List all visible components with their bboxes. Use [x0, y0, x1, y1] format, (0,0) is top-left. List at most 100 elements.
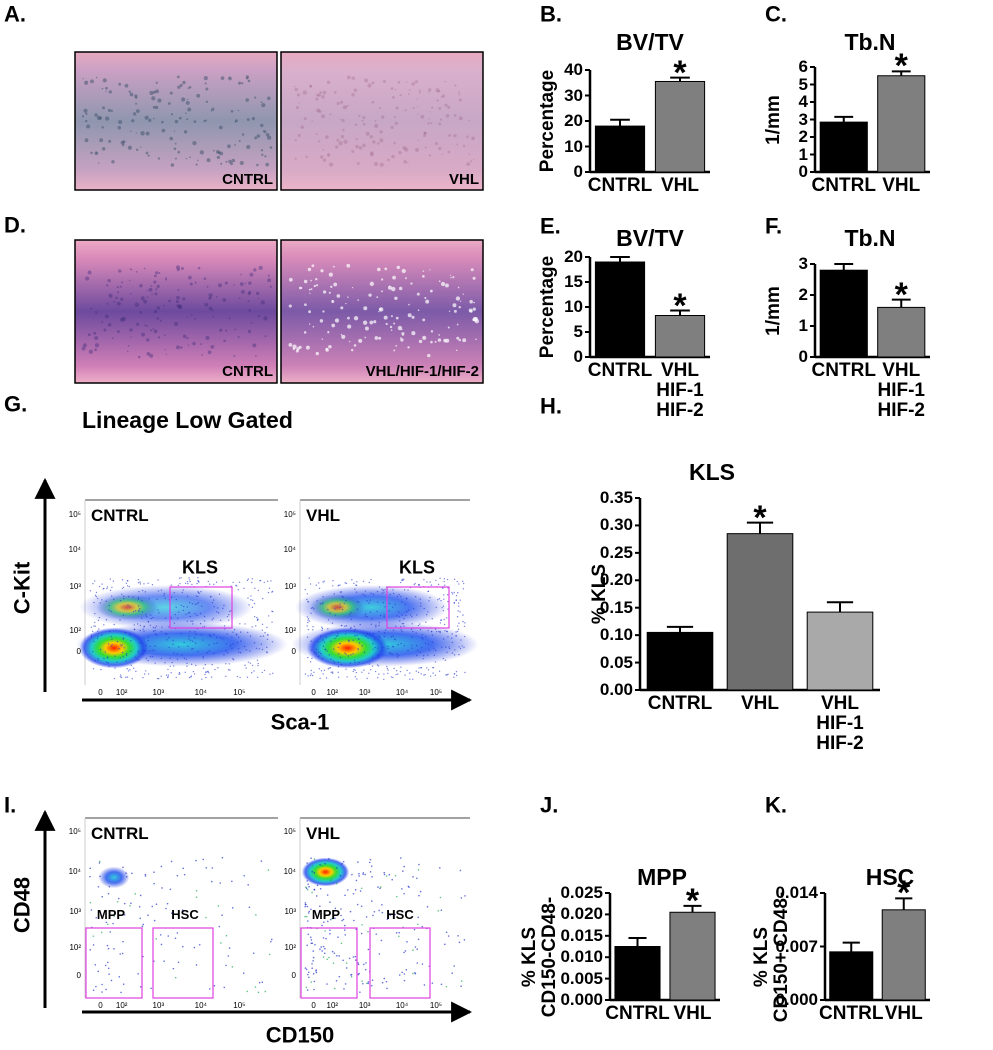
event	[95, 595, 98, 598]
event	[108, 609, 110, 612]
event	[160, 675, 163, 677]
event	[388, 913, 391, 915]
event	[123, 647, 125, 649]
event	[345, 582, 348, 585]
texture	[407, 346, 410, 349]
texture	[150, 285, 153, 287]
texture	[82, 343, 87, 348]
event	[188, 638, 190, 640]
event	[260, 635, 262, 638]
event	[239, 651, 242, 654]
texture	[173, 321, 179, 327]
event	[170, 912, 173, 915]
texture	[248, 290, 252, 294]
event	[392, 635, 394, 637]
event	[352, 639, 354, 642]
event	[331, 671, 334, 673]
event	[226, 633, 228, 635]
event	[403, 618, 405, 620]
texture	[182, 297, 186, 301]
event	[191, 640, 194, 642]
texture	[131, 119, 135, 123]
texture	[176, 295, 180, 300]
event	[180, 577, 182, 579]
event	[311, 865, 314, 867]
texture	[417, 139, 420, 142]
texture	[315, 284, 319, 287]
event	[239, 676, 241, 679]
x-tick-label: VHL HIF-1 HIF-2	[816, 693, 864, 754]
event	[326, 958, 328, 961]
event	[414, 595, 417, 598]
texture	[238, 297, 241, 299]
x-tick-label: CNTRL	[647, 693, 713, 714]
texture	[468, 308, 473, 313]
event	[315, 895, 318, 897]
event	[181, 591, 184, 594]
event	[312, 626, 314, 628]
event	[399, 670, 402, 673]
event	[311, 891, 313, 894]
texture	[325, 135, 329, 139]
texture	[407, 313, 412, 318]
texture	[107, 108, 111, 112]
event	[337, 653, 340, 655]
texture	[288, 277, 293, 282]
y-axis-label: 1/mm	[763, 285, 785, 336]
event	[218, 925, 221, 928]
panel-label: J.	[540, 792, 559, 818]
event	[349, 662, 352, 664]
event	[160, 865, 163, 868]
event	[89, 875, 91, 878]
texture	[105, 86, 108, 90]
texture	[453, 133, 457, 138]
texture	[458, 305, 461, 309]
texture	[137, 355, 141, 359]
texture	[393, 349, 396, 352]
density	[301, 857, 466, 994]
event	[340, 908, 342, 910]
texture	[436, 99, 439, 102]
event	[370, 578, 372, 581]
texture	[265, 162, 269, 167]
event	[151, 905, 154, 908]
texture	[334, 91, 337, 94]
texture	[194, 281, 197, 284]
event	[412, 876, 414, 878]
event	[258, 648, 260, 650]
event	[383, 614, 385, 616]
texture	[185, 101, 190, 105]
y-tick-label: 0.015	[560, 925, 603, 945]
y-tick-label: 3	[798, 254, 808, 274]
event	[332, 648, 335, 650]
texture	[156, 317, 160, 320]
texture	[368, 293, 372, 297]
event	[176, 932, 179, 934]
event	[388, 610, 390, 612]
event	[123, 586, 125, 588]
texture	[353, 316, 359, 321]
event	[318, 587, 321, 590]
event	[138, 609, 140, 612]
event	[208, 672, 210, 674]
event	[439, 867, 441, 869]
texture	[440, 95, 443, 98]
micrograph	[280, 239, 484, 384]
texture	[218, 125, 223, 130]
texture	[199, 150, 205, 155]
event	[106, 657, 109, 659]
event	[252, 952, 255, 954]
texture	[111, 160, 115, 164]
event	[231, 880, 233, 883]
event	[215, 636, 218, 639]
texture	[257, 297, 260, 300]
texture	[84, 138, 89, 143]
texture	[199, 343, 202, 346]
event	[133, 628, 136, 631]
event	[194, 603, 197, 606]
event	[272, 672, 274, 675]
texture	[153, 117, 155, 120]
event	[433, 654, 436, 657]
event	[114, 655, 116, 657]
event	[414, 582, 416, 585]
